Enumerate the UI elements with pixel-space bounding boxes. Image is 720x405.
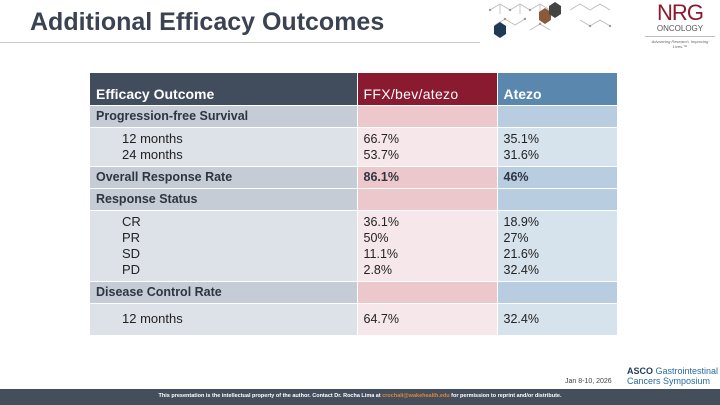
- table-row: 12 months 64.7% 32.4%: [90, 303, 617, 336]
- footer-disclaimer: This presentation is the intellectual pr…: [0, 389, 720, 405]
- table-header-row: Efficacy Outcome FFX/bev/atezo Atezo: [90, 73, 617, 106]
- section-row: Response Status: [90, 188, 617, 211]
- contact-email-link[interactable]: crochali@wakehealth.edu: [382, 393, 450, 399]
- column-header: FFX/bev/atezo: [357, 73, 498, 106]
- molecule-network-graphic: [488, 2, 612, 38]
- asco-gi-logo: ASCO Gastrointestinal Cancers Symposium: [627, 366, 719, 386]
- section-row: Disease Control Rate: [90, 281, 617, 304]
- section-row: Overall Response Rate 86.1% 46%: [90, 166, 617, 189]
- meeting-date: Jan 8-10, 2026: [565, 378, 612, 385]
- efficacy-table: Efficacy Outcome FFX/bev/atezo Atezo Pro…: [90, 73, 617, 336]
- section-row: Progression-free Survival: [90, 105, 617, 128]
- title-divider: [0, 42, 480, 43]
- table-row: 12 months 24 months 66.7% 53.7% 35.1% 31.6%: [90, 127, 617, 167]
- table-row: CR PR SD PD 36.1% 50% 11.1% 2.8% 18.9% 27% 21.6%…: [90, 210, 617, 282]
- column-header: Efficacy Outcome: [90, 73, 358, 106]
- column-header: Atezo: [497, 73, 617, 106]
- slide-title: Additional Efficacy Outcomes: [30, 8, 385, 36]
- nrg-oncology-logo: NRG ONCOLOGY Advancing Research. Improvi…: [645, 2, 715, 49]
